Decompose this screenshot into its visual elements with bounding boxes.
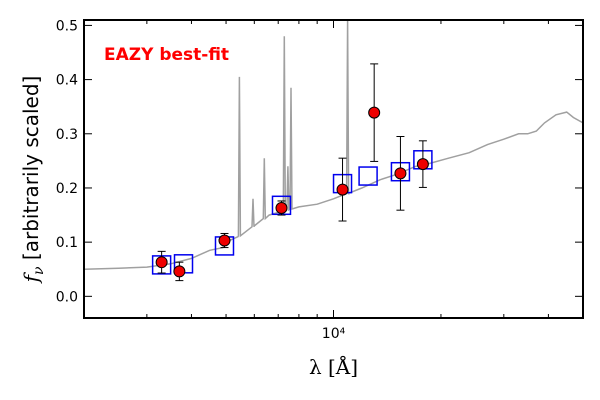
observed-point-7 — [394, 167, 407, 180]
observed-point-5 — [336, 183, 349, 196]
observed-point-8 — [416, 158, 429, 171]
y-tick-label: 0.2 — [56, 181, 78, 197]
x-tick-label: 10⁴ — [322, 326, 346, 342]
observed-point-3 — [218, 234, 231, 247]
observed-point-6 — [368, 106, 381, 119]
y-tick-label: 0.1 — [56, 235, 78, 251]
y-tick-label: 0.3 — [56, 127, 78, 143]
model-spectrum — [84, 20, 583, 270]
observed-point-4 — [275, 202, 288, 215]
template-flux-box-6 — [358, 166, 378, 186]
observed-point-2 — [173, 265, 186, 278]
y-axis-label: fν [arbitrarily scaled] — [19, 76, 47, 285]
observed-point-1 — [155, 256, 168, 269]
y-tick-label: 0.4 — [56, 73, 78, 89]
y-axis-label-subscript: ν — [31, 266, 47, 275]
observed-points — [155, 106, 429, 278]
x-axis-label: λ [Å] — [309, 354, 358, 379]
y-tick-label: 0.5 — [56, 18, 78, 34]
y-axis-label-text: [arbitrarily scaled] — [19, 76, 43, 267]
y-tick-label: 0.0 — [56, 289, 78, 305]
tick-labels: 0.0 0.1 0.2 0.3 0.4 0.5 10⁴ — [56, 18, 346, 342]
chart-annotation: EAZY best-fit — [104, 45, 229, 65]
model-spectrum-line — [84, 20, 583, 270]
plot-frame — [83, 19, 584, 319]
